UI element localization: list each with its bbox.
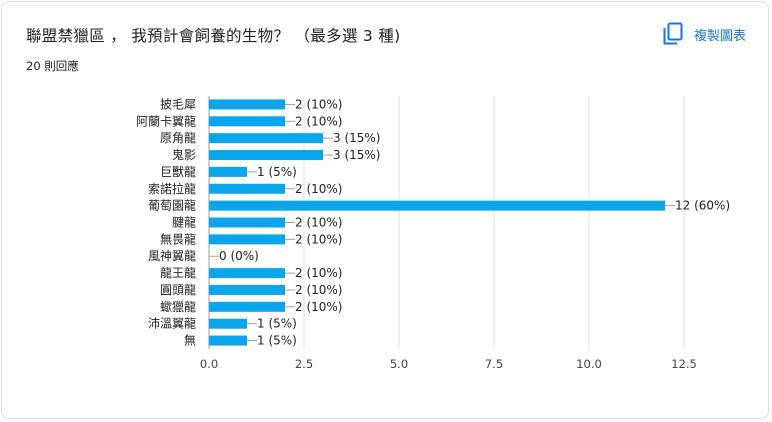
data-label: 2 (10%) [295, 97, 342, 111]
bar [209, 133, 323, 144]
category-label: 無 [184, 333, 196, 348]
category-label: 風神翼龍 [148, 248, 196, 263]
x-tick-label: 10.0 [576, 357, 602, 371]
bar [209, 335, 247, 346]
x-tick-label: 5.0 [390, 357, 408, 371]
bar [209, 99, 285, 110]
category-label: 原角龍 [160, 130, 196, 145]
bar [209, 234, 285, 245]
copy-icon [663, 22, 683, 45]
data-label: 2 (10%) [295, 182, 342, 196]
data-label: 0 (0%) [219, 249, 259, 263]
category-label: 索諾拉龍 [148, 181, 196, 196]
x-tick-label: 12.5 [671, 357, 697, 371]
bar [209, 284, 285, 295]
category-label: 沛溫翼龍 [148, 316, 196, 331]
category-label: 阿蘭卡翼龍 [136, 113, 196, 128]
category-label: 圓頭龍 [160, 282, 196, 297]
x-tick-label: 2.5 [295, 357, 313, 371]
category-label: 鬼影 [172, 147, 196, 162]
bar [209, 217, 285, 228]
labels: 0.0 2.5 5.0 7.5 10.0 12.5 披毛犀 2 (10%) 阿蘭卡翼龍 2 (10… [136, 97, 730, 371]
bar [209, 200, 665, 211]
x-tick-label: 7.5 [485, 357, 503, 371]
category-label: 腱龍 [172, 215, 196, 230]
data-label: 1 (5%) [257, 317, 297, 331]
category-label: 蠍獵龍 [160, 299, 196, 314]
bar [209, 301, 285, 312]
data-label: 2 (10%) [295, 266, 342, 280]
data-label: 2 (10%) [295, 283, 342, 297]
bar [209, 116, 285, 127]
category-label: 無畏龍 [160, 231, 196, 246]
bar [209, 268, 285, 279]
category-label: 披毛犀 [160, 97, 196, 111]
bars [209, 99, 665, 346]
data-label: 3 (15%) [333, 131, 380, 145]
data-label: 2 (10%) [295, 232, 342, 246]
bar [209, 150, 323, 161]
category-label: 龍王龍 [160, 265, 196, 280]
bar [209, 166, 247, 177]
copy-chart-label: 複製圖表 [693, 28, 746, 44]
copy-chart-button[interactable]: 複製圖表 [662, 22, 746, 46]
category-label: 葡萄園龍 [148, 198, 196, 213]
category-label: 巨獸龍 [160, 164, 196, 179]
bar [209, 318, 247, 329]
data-label: 1 (5%) [257, 165, 297, 179]
data-label: 2 (10%) [295, 216, 342, 230]
question-title: 聯盟禁獵區 ， 我預計會飼養的生物？ （最多選 3 種) [26, 27, 401, 45]
data-label: 2 (10%) [295, 114, 342, 128]
data-label: 3 (15%) [333, 148, 380, 162]
response-count: 20 則回應 [26, 59, 79, 73]
x-tick-label: 0.0 [200, 357, 218, 371]
bar [209, 183, 285, 194]
data-label: 12 (60%) [675, 199, 730, 213]
data-label: 1 (5%) [257, 334, 297, 348]
data-label: 2 (10%) [295, 300, 342, 314]
